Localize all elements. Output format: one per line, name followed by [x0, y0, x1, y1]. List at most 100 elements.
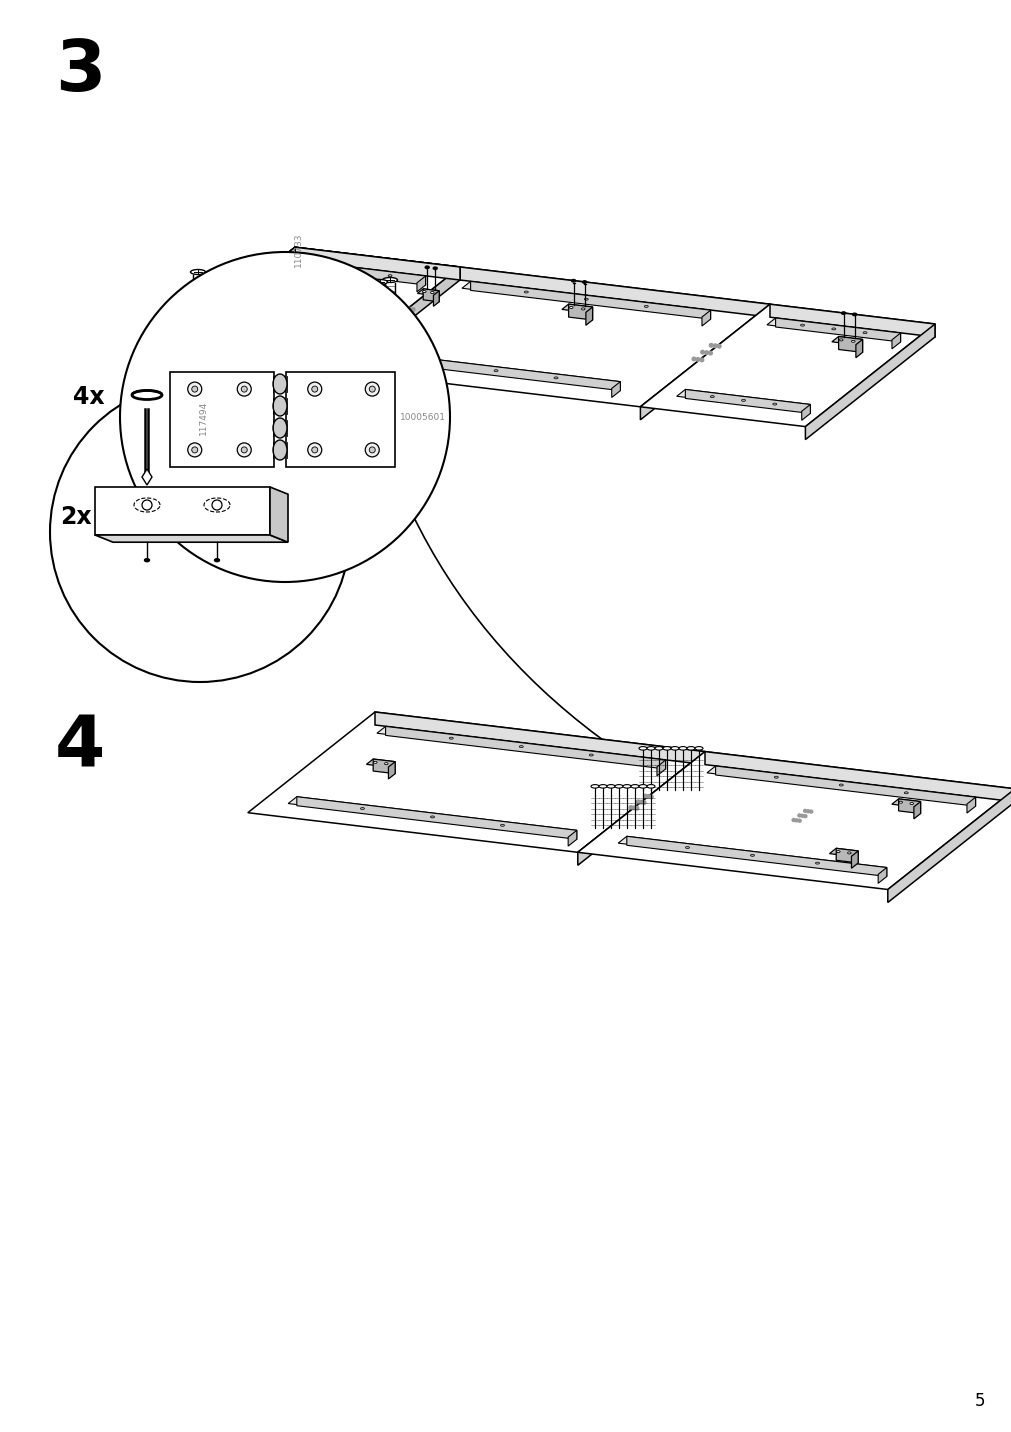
Polygon shape — [366, 759, 394, 768]
Ellipse shape — [425, 266, 429, 269]
Ellipse shape — [273, 397, 287, 417]
Polygon shape — [567, 831, 576, 846]
Polygon shape — [887, 789, 1011, 902]
Circle shape — [188, 442, 201, 457]
Ellipse shape — [684, 846, 688, 849]
Polygon shape — [705, 752, 1011, 802]
Circle shape — [393, 321, 397, 325]
Polygon shape — [801, 404, 810, 420]
Circle shape — [795, 819, 798, 822]
Polygon shape — [684, 390, 810, 414]
Ellipse shape — [644, 305, 648, 308]
Circle shape — [394, 314, 398, 318]
Polygon shape — [380, 352, 620, 391]
Polygon shape — [270, 487, 288, 543]
Ellipse shape — [847, 852, 850, 853]
Text: 117494: 117494 — [198, 401, 207, 435]
Polygon shape — [702, 311, 710, 326]
Polygon shape — [288, 796, 576, 838]
Polygon shape — [707, 766, 975, 803]
Ellipse shape — [638, 785, 646, 788]
Circle shape — [792, 819, 795, 822]
Polygon shape — [296, 796, 576, 839]
Polygon shape — [375, 712, 705, 765]
Circle shape — [398, 314, 402, 318]
Polygon shape — [460, 266, 769, 318]
Circle shape — [389, 321, 393, 325]
Ellipse shape — [631, 785, 638, 788]
Circle shape — [241, 387, 247, 392]
Ellipse shape — [524, 291, 528, 294]
Ellipse shape — [582, 281, 586, 284]
Circle shape — [632, 806, 635, 809]
Polygon shape — [165, 248, 295, 362]
Ellipse shape — [571, 279, 575, 282]
Ellipse shape — [851, 314, 855, 315]
Polygon shape — [330, 266, 460, 382]
Polygon shape — [330, 266, 769, 407]
Ellipse shape — [623, 785, 631, 788]
Polygon shape — [248, 712, 705, 852]
Ellipse shape — [430, 292, 434, 294]
Circle shape — [803, 815, 806, 818]
Text: 3: 3 — [55, 37, 105, 106]
Ellipse shape — [273, 374, 287, 394]
Polygon shape — [327, 348, 335, 364]
Polygon shape — [170, 372, 274, 467]
Circle shape — [798, 819, 801, 822]
Circle shape — [307, 442, 321, 457]
Polygon shape — [577, 752, 1011, 889]
Polygon shape — [300, 261, 426, 285]
Polygon shape — [373, 759, 394, 773]
Circle shape — [311, 447, 317, 453]
Ellipse shape — [904, 792, 908, 793]
Ellipse shape — [588, 755, 592, 756]
Ellipse shape — [500, 825, 503, 826]
Polygon shape — [286, 372, 394, 467]
Polygon shape — [891, 334, 900, 349]
Ellipse shape — [231, 275, 246, 279]
Polygon shape — [626, 836, 886, 876]
Polygon shape — [376, 726, 665, 768]
Circle shape — [365, 442, 379, 457]
Polygon shape — [210, 332, 335, 357]
Ellipse shape — [434, 362, 438, 365]
Circle shape — [700, 351, 704, 354]
Ellipse shape — [342, 275, 357, 279]
Circle shape — [211, 500, 221, 510]
Ellipse shape — [569, 306, 572, 308]
Ellipse shape — [838, 785, 842, 786]
Ellipse shape — [581, 308, 584, 309]
Text: 110733: 110733 — [293, 232, 302, 266]
Circle shape — [643, 795, 646, 798]
Polygon shape — [891, 799, 920, 806]
Polygon shape — [371, 352, 620, 388]
Circle shape — [365, 382, 379, 397]
Circle shape — [709, 344, 713, 347]
Text: 10005601: 10005601 — [399, 412, 446, 421]
Polygon shape — [95, 536, 288, 543]
Polygon shape — [423, 289, 439, 302]
Ellipse shape — [836, 851, 839, 852]
Ellipse shape — [615, 785, 623, 788]
Polygon shape — [165, 248, 460, 369]
Ellipse shape — [646, 746, 654, 750]
Ellipse shape — [423, 291, 426, 292]
Ellipse shape — [145, 558, 150, 561]
Ellipse shape — [553, 377, 557, 379]
Ellipse shape — [519, 746, 523, 748]
Ellipse shape — [710, 395, 714, 398]
Circle shape — [386, 321, 389, 324]
Circle shape — [646, 795, 649, 798]
Circle shape — [692, 357, 695, 361]
Ellipse shape — [382, 278, 397, 282]
Circle shape — [311, 387, 317, 392]
Ellipse shape — [139, 480, 155, 484]
Circle shape — [369, 447, 375, 453]
Polygon shape — [850, 851, 857, 868]
Polygon shape — [855, 339, 861, 358]
Ellipse shape — [773, 776, 777, 778]
Polygon shape — [835, 848, 857, 863]
Ellipse shape — [235, 338, 239, 341]
Circle shape — [717, 345, 720, 348]
